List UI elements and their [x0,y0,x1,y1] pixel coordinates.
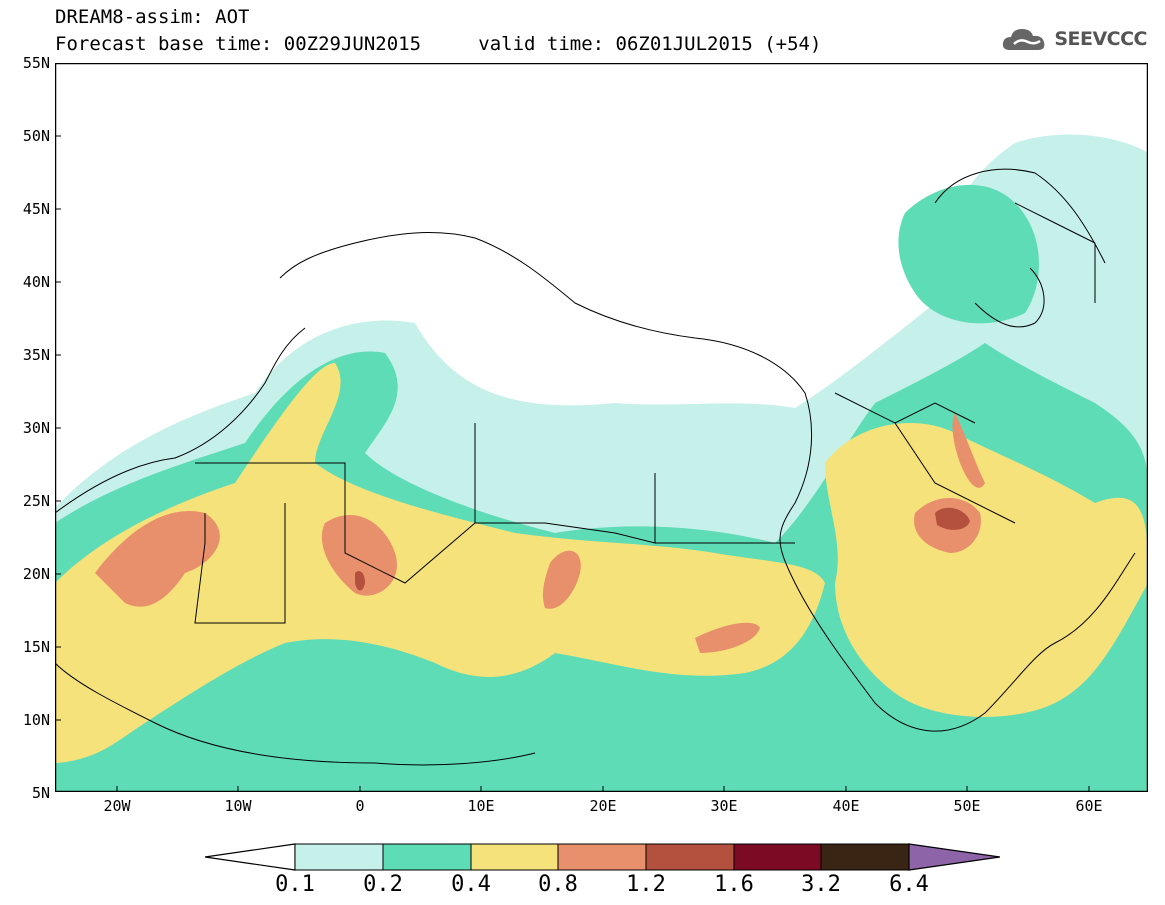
colorbar-bin [382,843,472,871]
coastline [279,232,1136,732]
colorbar-bin [294,843,384,871]
lon-label: 0 [355,797,365,815]
lat-label: 25N [22,492,50,510]
colorbar-label: 0.8 [538,872,578,897]
colorbar-label: 6.4 [889,872,929,897]
aot-map [55,63,1148,792]
lat-label: 15N [22,638,50,656]
colorbar-label: 0.1 [275,872,315,897]
lon-label: 20W [103,797,131,815]
aot-band-0-8 [695,622,760,653]
seevccc-logo: SEEVCCC [1000,24,1147,54]
colorbar-over-arrow [908,843,1000,871]
lat-label: 50N [22,127,50,145]
border [194,503,286,624]
coastline [55,662,536,766]
coastline [974,267,1045,328]
colorbar-label: 1.2 [626,872,666,897]
tick-marks [55,135,1090,792]
aot-band-1-2 [935,507,970,530]
lon-label: 10W [224,797,252,815]
aot-field [55,134,1148,792]
lon-label: 10E [467,797,495,815]
aot-band-0-4 [825,423,1148,717]
country-borders [55,168,1136,766]
lat-label: 55N [22,54,50,72]
lat-label: 10N [22,711,50,729]
coastline [55,327,306,514]
colorbar-label: 0.2 [363,872,403,897]
valid-time: valid time: 06Z01JUL2015 (+54) [478,33,822,55]
map-title: DREAM8-assim: AOT [55,6,250,28]
lon-label: 50E [953,797,981,815]
lat-label: 35N [22,346,50,364]
colorbar-bin [733,843,822,871]
aot-band-0-8 [95,511,220,607]
colorbar-label: 0.4 [451,872,491,897]
lat-label: 20N [22,565,50,583]
colorbar-bin [470,843,559,871]
border [1014,202,1096,303]
colorbar-label: 3.2 [801,872,841,897]
aot-band-0-4 [55,363,825,763]
cloud-icon [1003,29,1045,50]
lat-label: 45N [22,200,50,218]
lon-label: 20E [589,797,617,815]
lat-label: 40N [22,273,50,291]
aot-band-0-2 [898,184,1039,324]
aot-colorbar [205,843,1000,871]
forecast-times: Forecast base time: 00Z29JUN2015 valid t… [55,33,821,55]
base-time: Forecast base time: 00Z29JUN2015 [55,33,422,55]
logo-text: SEEVCCC [1054,28,1147,50]
colorbar-label: 1.6 [714,872,754,897]
lon-label: 30E [710,797,738,815]
lon-label: 40E [832,797,860,815]
lon-label: 60E [1075,797,1103,815]
colorbar-bin [557,843,647,871]
lat-label: 5N [31,784,50,802]
border [834,392,1016,524]
lat-label: 30N [22,419,50,437]
aot-band-0-8 [321,514,397,596]
aot-band-1-2 [355,571,365,591]
aot-band-0-8 [542,550,581,609]
aot-band-0-8 [952,413,985,488]
colorbar-bin [820,843,910,871]
colorbar-under-arrow [205,843,296,871]
border [474,423,795,544]
coastline [934,168,1106,264]
colorbar-bin [645,843,735,871]
